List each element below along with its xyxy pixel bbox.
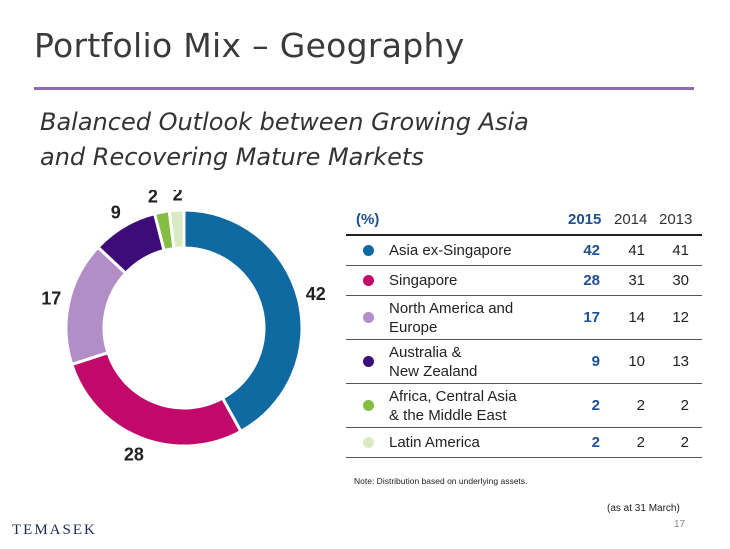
donut-data-labels: 42 28 17 9 2 2 — [41, 190, 325, 464]
footnote: Note: Distribution based on underlying a… — [354, 476, 528, 486]
row-label-line: New Zealand — [389, 362, 478, 380]
row-label: Singapore — [389, 271, 457, 290]
table-row: Africa, Central Asia & the Middle East 2 2 2 — [346, 384, 702, 428]
donut-data-label: 42 — [306, 284, 326, 304]
legend-dot — [363, 437, 374, 448]
value-2014: 2 — [636, 396, 645, 414]
geography-donut-chart: 42 28 17 9 2 2 — [41, 190, 325, 464]
value-2014: 2 — [636, 433, 645, 451]
row-label: Australia & New Zealand — [389, 343, 477, 381]
value-2013: 12 — [672, 308, 689, 326]
legend-dot — [363, 356, 374, 367]
row-label-line: Latin America — [389, 434, 480, 451]
donut-data-label: 2 — [148, 190, 158, 206]
row-label: Latin America — [389, 433, 480, 452]
table-row: Latin America 2 2 2 — [346, 428, 702, 458]
table-header-rule — [346, 234, 702, 236]
legend-dot — [363, 275, 374, 286]
row-label: Asia ex-Singapore — [389, 241, 512, 260]
row-label: Africa, Central Asia & the Middle East — [389, 387, 517, 425]
value-2013: 2 — [680, 396, 689, 414]
year-header-2013: 2013 — [659, 211, 693, 228]
table-row: Singapore 28 31 30 — [346, 266, 702, 296]
value-2013: 41 — [672, 241, 689, 259]
row-label-line: & the Middle East — [389, 406, 507, 424]
row-label-line: Africa, Central Asia — [389, 387, 517, 405]
row-label-line: Australia & — [389, 343, 462, 361]
donut-slice — [69, 350, 243, 448]
value-2015: 2 — [591, 396, 600, 414]
donut-data-label: 28 — [124, 444, 144, 464]
value-2013: 13 — [672, 352, 689, 370]
value-2015: 28 — [583, 271, 600, 289]
donut-data-label: 9 — [111, 203, 121, 223]
value-2015: 2 — [591, 433, 600, 451]
row-label: North America and Europe — [389, 299, 513, 337]
temasek-logo: TEMASEK — [12, 522, 97, 538]
page-number: 17 — [674, 519, 686, 530]
subtitle-line-1: Balanced Outlook between Growing Asia — [40, 108, 529, 136]
value-2014: 14 — [628, 308, 645, 326]
title-divider — [34, 87, 694, 90]
slide-title: Portfolio Mix – Geography — [34, 26, 465, 65]
row-label-line: Singapore — [389, 272, 458, 289]
value-2015: 42 — [583, 241, 600, 259]
year-header-2015: 2015 — [568, 211, 602, 228]
value-2014: 31 — [628, 271, 645, 289]
table-row: Asia ex-Singapore 42 41 41 — [346, 236, 702, 266]
table-row: North America and Europe 17 14 12 — [346, 296, 702, 340]
subtitle-line-2: and Recovering Mature Markets — [40, 143, 424, 171]
donut-slice — [167, 208, 186, 251]
legend-dot — [363, 312, 374, 323]
table-unit-header: (%) — [356, 211, 380, 228]
row-label-line: Europe — [389, 318, 438, 336]
as-at-date: (as at 31 March) — [607, 503, 680, 514]
donut-slices — [64, 208, 304, 448]
value-2014: 41 — [628, 241, 645, 259]
table-header: (%) 2015 2014 2013 — [346, 204, 702, 234]
donut-data-label: 17 — [41, 288, 61, 308]
value-2013: 30 — [672, 271, 689, 289]
value-2015: 17 — [583, 308, 600, 326]
row-label-line: North America and — [389, 299, 514, 317]
slide-subtitle: Balanced Outlook between Growing Asia an… — [40, 105, 640, 175]
donut-slice — [182, 208, 304, 434]
row-label-line: Asia ex-Singapore — [389, 242, 512, 259]
year-header-2014: 2014 — [614, 211, 648, 228]
value-2014: 10 — [628, 352, 645, 370]
legend-dot — [363, 400, 374, 411]
geography-table: (%) 2015 2014 2013 Asia ex-Singapore 42 41… — [346, 204, 702, 458]
table-body: Asia ex-Singapore 42 41 41 Singapore 28 31 30 No… — [346, 236, 702, 458]
value-2013: 2 — [680, 433, 689, 451]
table-row: Australia & New Zealand 9 10 13 — [346, 340, 702, 384]
legend-dot — [363, 245, 374, 256]
value-2015: 9 — [591, 352, 600, 370]
donut-data-label: 2 — [173, 190, 183, 204]
